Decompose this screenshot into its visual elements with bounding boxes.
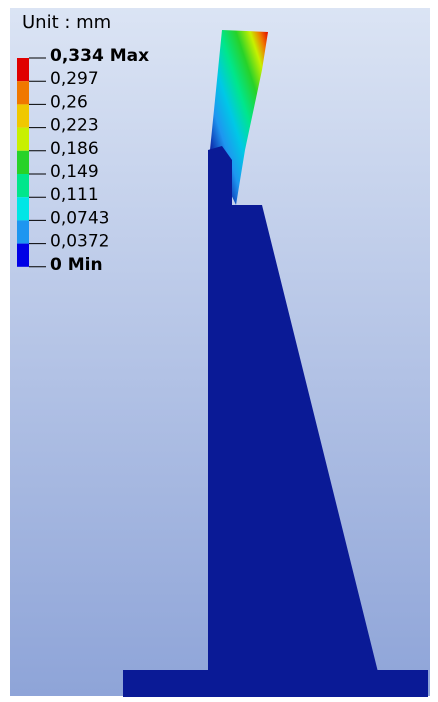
legend-label: 0,0372 <box>50 232 109 252</box>
base-plate <box>123 670 428 697</box>
legend-label: 0,186 <box>50 139 99 159</box>
legend-label: 0,223 <box>50 116 99 136</box>
legend-label: 0,26 <box>50 92 88 112</box>
legend-band <box>17 104 29 127</box>
legend-label: 0,149 <box>50 162 99 182</box>
legend-band <box>17 128 29 151</box>
legend-band <box>17 244 29 267</box>
legend-title: Unit : mm <box>22 12 111 33</box>
legend-band <box>17 174 29 197</box>
legend-label: 0,0743 <box>50 208 109 228</box>
viewport: Unit : mm 0,334 Max 0,297 0,26 0,223 0,186 0,… <box>0 0 438 702</box>
legend-label: 0 Min <box>50 255 103 275</box>
legend-label: 0,111 <box>50 185 99 205</box>
legend-band <box>17 81 29 104</box>
legend-band <box>17 220 29 243</box>
legend-label: 0,297 <box>50 69 99 89</box>
legend-band <box>17 151 29 174</box>
legend-band <box>17 58 29 81</box>
legend-label: 0,334 Max <box>50 46 149 66</box>
page: Unit : mm 0,334 Max 0,297 0,26 0,223 0,186 0,… <box>0 0 438 702</box>
legend-band <box>17 197 29 220</box>
